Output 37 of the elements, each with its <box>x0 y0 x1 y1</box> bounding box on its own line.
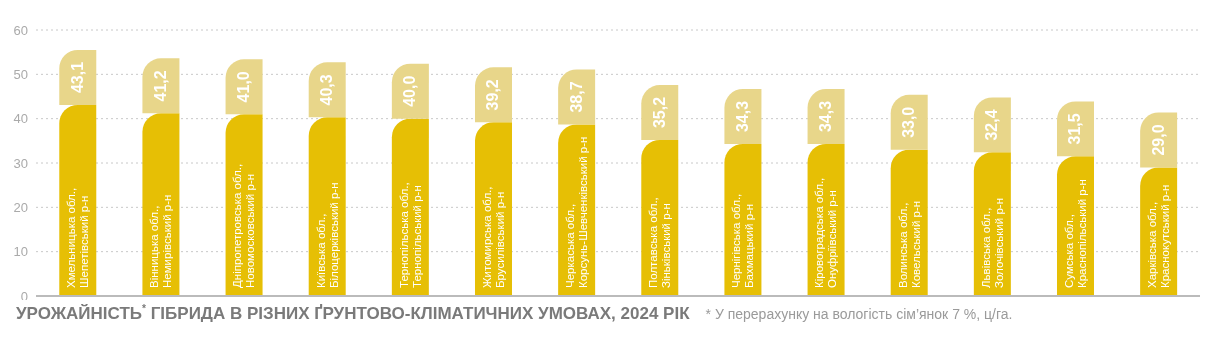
x-tick-label: Львівська обл., Золочівський р-н <box>979 198 1005 288</box>
data-label: 39,2 <box>484 79 502 111</box>
x-tick-label: Київська обл., Білоцерківський р-н <box>314 182 340 288</box>
data-label: 35,2 <box>650 96 668 129</box>
data-label: 40,3 <box>318 74 336 106</box>
y-tick-label: 30 <box>13 155 28 171</box>
y-tick-label: 60 <box>13 22 28 38</box>
x-tick-label: Волинська обл., Ковельський р-н <box>896 200 922 288</box>
x-tick-label: Черкаська обл., Корсунь-Шевченківський р-н <box>563 136 589 288</box>
x-tick-label: Кіровоградська обл., Онуфріївський р-н <box>813 177 839 288</box>
y-tick-label: 40 <box>13 111 28 127</box>
data-label: 43,1 <box>68 61 86 94</box>
data-label: 32,4 <box>983 109 1001 141</box>
data-label: 41,0 <box>235 71 253 103</box>
text: УРОЖАЙНІСТЬ$^{*}$ ГІБРИДА В РІЗНИХ ҐРУНТОВО-КЛІМАТИЧНИХ УМОВАХ, 2024 РІК <box>16 303 690 323</box>
x-tick-label: Тернопільська обл., Тернопільський р-н <box>397 182 423 288</box>
data-label: 40,0 <box>401 75 419 107</box>
x-tick-label: Чернігівська обл., Бахмацький р-н <box>730 193 756 288</box>
data-label: 29,0 <box>1149 124 1167 156</box>
data-label: 38,7 <box>567 81 585 113</box>
text: * У перерахунку на вологість сім’янок 7 %, ц/га. <box>705 305 1013 322</box>
data-label: 41,2 <box>151 70 169 102</box>
data-label: 31,5 <box>1066 113 1084 145</box>
x-tick-label: Житомирська обл., Брусилівський р-н <box>480 186 506 288</box>
y-tick-label: 10 <box>13 244 28 260</box>
data-label: 34,3 <box>817 100 835 133</box>
y-tick-label: 20 <box>13 199 28 215</box>
x-tick-label: Хмельницька обл., Шепетівський р-н <box>65 187 91 288</box>
x-tick-label: Дніпропетровська обл., Новомосковський р-н <box>231 163 257 288</box>
y-tick-label: 0 <box>20 288 28 304</box>
data-label: 34,3 <box>733 100 751 133</box>
x-tick-label: Харківська обл., Краснокутський р-н <box>1145 184 1171 288</box>
data-label: 33,0 <box>900 106 918 138</box>
x-tick-label: Вінницька обл., Немирівський р-н <box>148 194 174 288</box>
x-tick-label: Сумська обл., Краснопільський р-н <box>1062 179 1088 288</box>
y-tick-label: 50 <box>13 66 28 82</box>
x-tick-label: Полтавська обл., Зіньківський р-н <box>647 197 673 288</box>
